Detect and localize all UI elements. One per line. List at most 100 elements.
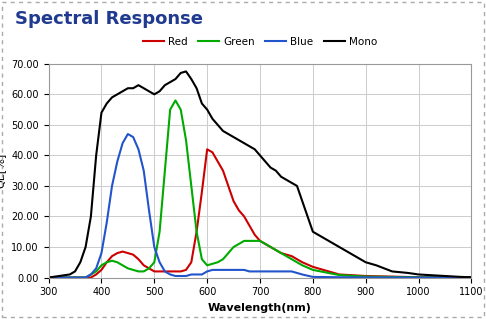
Blue (336, 275, 342, 279)
Green (241, 239, 247, 243)
Blue (231, 268, 237, 272)
Green (104, 260, 110, 264)
Y-axis label: QE[%]: QE[%] (0, 153, 6, 188)
Red (72, 276, 78, 279)
Line: Blue: Blue (49, 134, 471, 278)
Green (289, 257, 295, 261)
Blue (104, 221, 110, 225)
Blue (241, 268, 247, 272)
Green (220, 257, 226, 261)
Green (99, 263, 104, 267)
Red (336, 272, 342, 276)
Red (162, 270, 168, 273)
Red (167, 270, 173, 273)
Blue (178, 274, 184, 278)
Green (178, 108, 184, 112)
Red (289, 254, 295, 258)
Blue (136, 147, 141, 151)
Blue (99, 251, 104, 255)
Green (46, 276, 52, 279)
Red (231, 199, 237, 203)
Blue (46, 276, 52, 279)
Blue (162, 270, 168, 273)
Blue (193, 272, 200, 276)
Mono (373, 263, 379, 267)
Blue (469, 276, 474, 279)
Red (226, 184, 231, 188)
Red (257, 239, 263, 243)
Red (151, 270, 157, 273)
Blue (209, 268, 215, 272)
Green (215, 260, 221, 264)
Green (72, 276, 78, 279)
Red (67, 276, 73, 279)
Green (136, 270, 141, 273)
Green (77, 276, 83, 279)
Mono (220, 129, 226, 133)
Blue (72, 276, 78, 279)
Blue (167, 272, 173, 276)
Line: Red: Red (49, 149, 471, 278)
Green (469, 276, 474, 279)
Green (209, 262, 215, 266)
Red (199, 190, 205, 194)
Green (336, 273, 342, 277)
Green (173, 99, 178, 102)
Blue (156, 260, 162, 264)
Mono (83, 245, 88, 249)
Red (46, 276, 52, 279)
Red (189, 260, 194, 264)
Red (220, 169, 226, 173)
Red (125, 251, 131, 255)
Line: Green: Green (49, 100, 471, 278)
Red (278, 251, 284, 255)
Blue (120, 141, 125, 145)
Red (193, 230, 200, 234)
Green (156, 230, 162, 234)
Blue (278, 270, 284, 273)
Green (114, 260, 120, 264)
Green (226, 251, 231, 255)
Blue (109, 184, 115, 188)
Red (252, 233, 258, 237)
Blue (125, 132, 131, 136)
Green (193, 230, 200, 234)
Red (236, 208, 242, 212)
Red (215, 160, 221, 163)
Green (93, 270, 99, 273)
Blue (146, 208, 152, 212)
Blue (299, 272, 305, 276)
Red (299, 260, 305, 264)
Red (114, 251, 120, 255)
Blue (173, 274, 178, 278)
Red (120, 250, 125, 254)
Mono (183, 70, 189, 73)
Blue (226, 268, 231, 272)
Blue (83, 276, 88, 279)
Blue (130, 135, 136, 139)
X-axis label: Wavelength(nm): Wavelength(nm) (208, 303, 312, 313)
Blue (268, 270, 274, 273)
Blue (114, 160, 120, 163)
Green (231, 245, 237, 249)
Green (416, 276, 421, 279)
Green (299, 263, 305, 267)
Blue (363, 276, 368, 279)
Green (257, 239, 263, 243)
Red (109, 254, 115, 258)
Red (104, 260, 110, 264)
Green (146, 266, 152, 270)
Red (209, 151, 215, 154)
Red (268, 245, 274, 249)
Red (130, 253, 136, 256)
Green (246, 239, 252, 243)
Blue (199, 272, 205, 276)
Red (416, 275, 421, 279)
Green (151, 260, 157, 264)
Green (88, 272, 94, 276)
Red (88, 276, 94, 279)
Blue (77, 276, 83, 279)
Blue (289, 270, 295, 273)
Green (204, 263, 210, 267)
Green (167, 108, 173, 112)
